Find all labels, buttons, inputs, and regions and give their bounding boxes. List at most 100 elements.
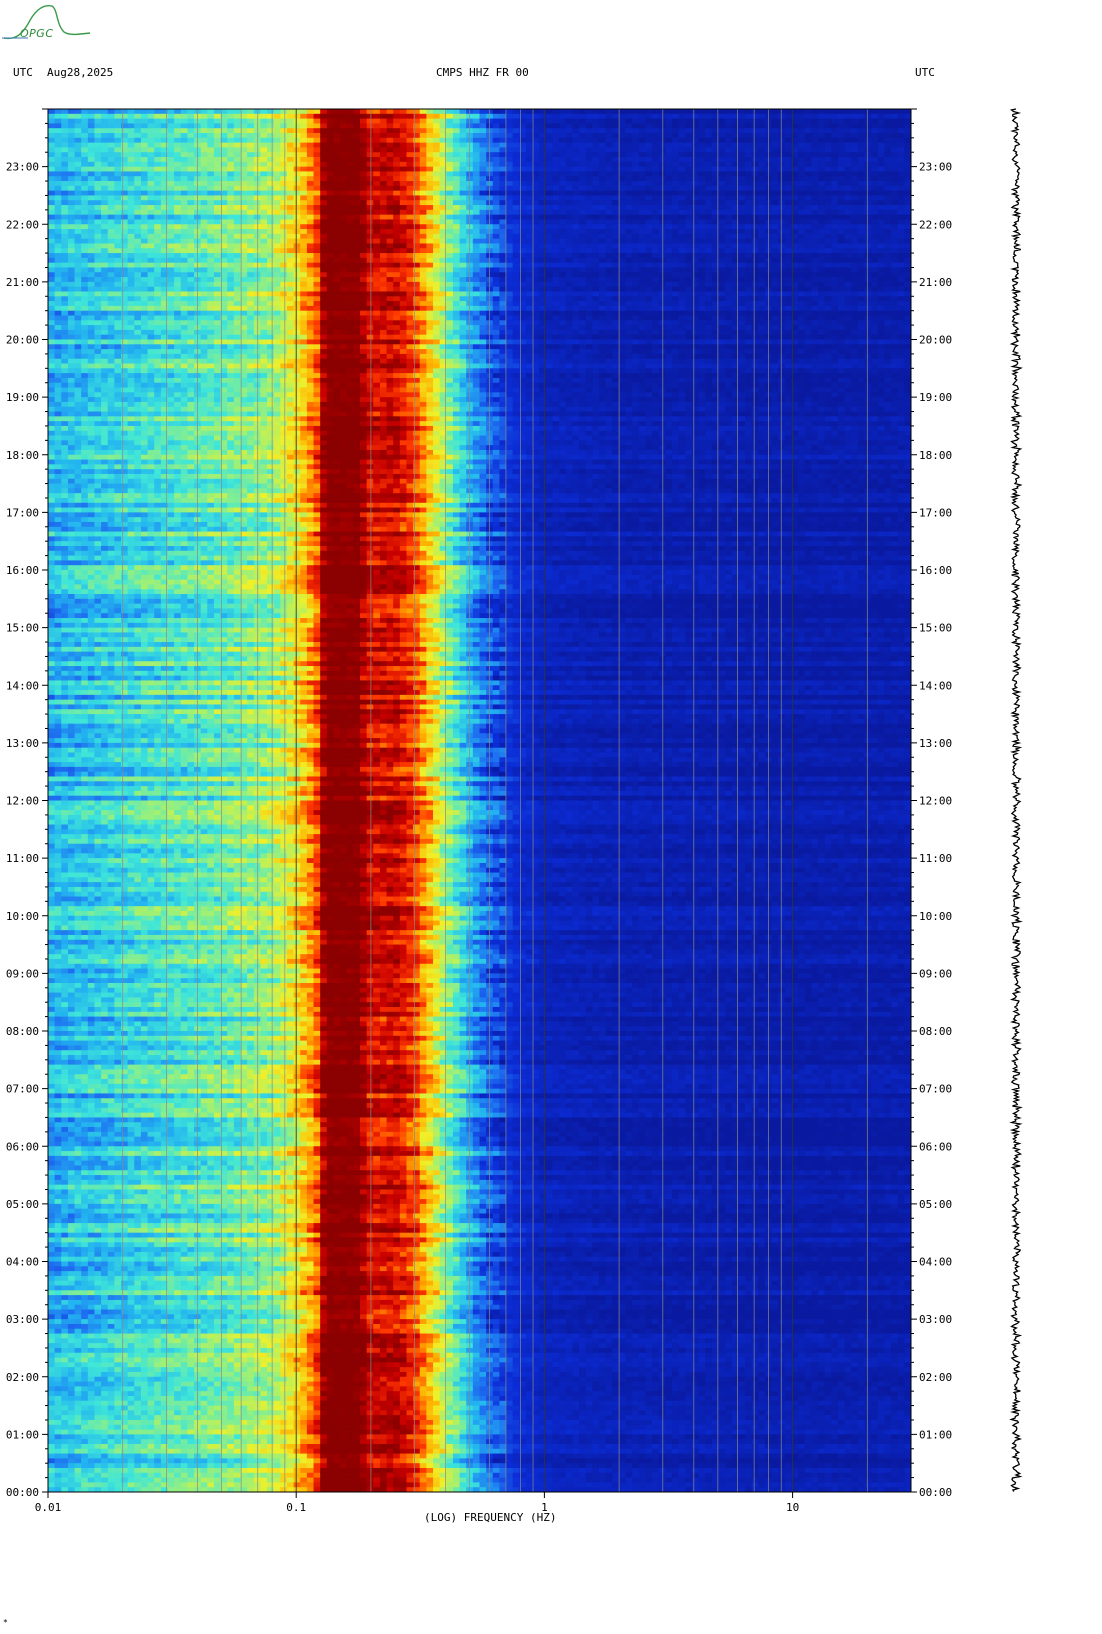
heatmap-cell [134, 493, 142, 499]
heatmap-cell [48, 478, 56, 485]
heatmap-cell [61, 877, 69, 883]
heatmap-cell [87, 1208, 96, 1215]
heatmap-cell [101, 536, 109, 542]
heatmap-cell [94, 771, 102, 778]
heatmap-cell [81, 315, 89, 321]
heatmap-cell [87, 1251, 96, 1258]
heatmap-cell [121, 944, 129, 950]
heatmap-cell [140, 637, 149, 643]
heatmap-cell [94, 1338, 102, 1344]
heatmap-cell [94, 157, 102, 163]
heatmap-cell [81, 1266, 89, 1272]
heatmap-cell [101, 954, 109, 960]
heatmap-cell [140, 589, 149, 595]
heatmap-cell [87, 555, 96, 561]
heatmap-cell [134, 1309, 142, 1315]
heatmap-cell [140, 1458, 149, 1464]
heatmap-cell [101, 925, 109, 931]
heatmap-cell [134, 373, 142, 379]
heatmap-cell [94, 1482, 102, 1488]
heatmap-cell [74, 1256, 82, 1263]
heatmap-cell [127, 517, 135, 523]
heatmap-cell [134, 1434, 142, 1440]
heatmap-cell [61, 1232, 69, 1239]
heatmap-cell [147, 411, 155, 417]
heatmap-cell [61, 368, 69, 374]
heatmap-cell [94, 1429, 102, 1435]
heatmap-cell [147, 1400, 155, 1407]
heatmap-cell [121, 219, 129, 225]
heatmap-cell [87, 982, 96, 989]
heatmap-cell [74, 1011, 82, 1018]
heatmap-cell [48, 1107, 56, 1114]
heatmap-cell [154, 253, 162, 259]
heatmap-cell [61, 829, 69, 835]
heatmap-cell [134, 435, 142, 441]
heatmap-cell [114, 1343, 122, 1349]
heatmap-cell [127, 1424, 135, 1431]
heatmap-cell [54, 1141, 62, 1147]
heatmap-cell [114, 843, 122, 850]
heatmap-cell [121, 824, 129, 830]
heatmap-cell [121, 1170, 129, 1176]
heatmap-cell [74, 757, 82, 763]
heatmap-cell [121, 1155, 129, 1162]
heatmap-cell [127, 632, 135, 638]
heatmap-cell [134, 1251, 142, 1258]
heatmap-cell [74, 478, 82, 485]
heatmap-cell [94, 1122, 102, 1128]
heatmap-cell [121, 570, 129, 576]
heatmap-cell [107, 1103, 115, 1109]
heatmap-cell [134, 358, 142, 365]
heatmap-cell [134, 1103, 142, 1109]
heatmap-cell [48, 1237, 56, 1243]
heatmap-cell [54, 742, 62, 749]
heatmap-cell [61, 997, 69, 1003]
heatmap-cell [61, 594, 69, 600]
heatmap-cell [94, 1160, 102, 1167]
heatmap-cell [121, 819, 129, 826]
heatmap-cell [81, 541, 89, 547]
heatmap-cell [67, 1304, 76, 1311]
heatmap-cell [147, 1290, 155, 1296]
heatmap-cell [127, 1011, 135, 1018]
heatmap-cell [67, 694, 76, 701]
heatmap-cell [107, 200, 115, 206]
heatmap-cell [107, 1227, 115, 1234]
heatmap-cell [74, 425, 82, 432]
heatmap-cell [154, 1453, 162, 1459]
heatmap-cell [147, 272, 155, 278]
heatmap-cell [114, 1184, 122, 1191]
heatmap-cell [121, 1285, 129, 1291]
heatmap-cell [67, 1194, 76, 1200]
heatmap-cell [160, 171, 169, 177]
heatmap-cell [114, 651, 122, 658]
heatmap-cell [87, 920, 96, 926]
heatmap-cell [154, 886, 162, 893]
heatmap-cell [67, 838, 76, 845]
heatmap-cell [48, 920, 56, 926]
heatmap-cell [54, 781, 62, 787]
heatmap-cell [107, 747, 115, 754]
heatmap-cell [54, 1453, 62, 1459]
heatmap-cell [67, 1472, 76, 1479]
heatmap-cell [67, 1391, 76, 1397]
heatmap-cell [94, 1136, 102, 1143]
heatmap-cell [107, 243, 115, 249]
heatmap-cell [81, 1381, 89, 1387]
heatmap-cell [154, 219, 162, 225]
heatmap-cell [74, 229, 82, 235]
heatmap-cell [121, 531, 129, 537]
heatmap-cell [61, 1127, 69, 1133]
heatmap-cell [107, 1232, 115, 1239]
heatmap-cell [54, 637, 62, 643]
heatmap-cell [61, 406, 69, 413]
heatmap-cell [140, 1251, 149, 1258]
heatmap-cell [140, 829, 149, 835]
heatmap-cell [134, 195, 142, 201]
heatmap-cell [107, 1477, 115, 1483]
heatmap-cell [134, 1175, 142, 1181]
heatmap-cell [154, 1299, 162, 1306]
heatmap-cell [107, 315, 115, 321]
heatmap-cell [74, 1443, 82, 1450]
